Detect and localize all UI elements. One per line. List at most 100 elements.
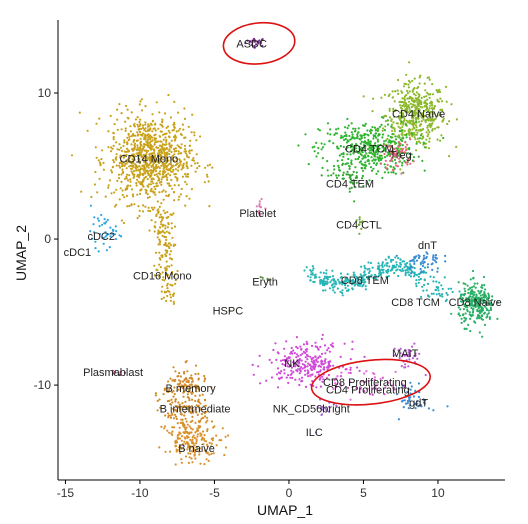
point bbox=[444, 254, 447, 257]
point bbox=[345, 141, 349, 144]
point bbox=[165, 126, 168, 129]
point bbox=[413, 111, 416, 115]
point bbox=[142, 204, 145, 207]
point bbox=[133, 145, 137, 148]
point bbox=[409, 272, 412, 275]
point bbox=[328, 405, 331, 408]
point bbox=[186, 370, 189, 373]
point bbox=[423, 105, 426, 108]
point bbox=[400, 155, 403, 158]
point bbox=[131, 160, 134, 163]
point bbox=[171, 413, 174, 416]
point bbox=[327, 410, 330, 413]
point bbox=[159, 226, 162, 229]
point bbox=[165, 143, 168, 146]
point bbox=[473, 291, 476, 294]
point bbox=[413, 271, 416, 274]
point bbox=[335, 174, 338, 177]
point bbox=[322, 289, 325, 292]
point bbox=[390, 268, 393, 271]
point bbox=[165, 161, 168, 165]
point bbox=[349, 366, 352, 369]
point bbox=[408, 156, 411, 159]
point bbox=[357, 131, 360, 134]
point bbox=[298, 362, 301, 365]
point bbox=[401, 144, 404, 147]
point bbox=[168, 153, 171, 156]
point bbox=[332, 286, 335, 289]
point bbox=[481, 335, 484, 338]
point bbox=[298, 383, 301, 387]
point bbox=[373, 153, 376, 156]
point bbox=[417, 155, 420, 158]
point bbox=[194, 162, 197, 165]
point bbox=[332, 387, 335, 391]
point bbox=[169, 416, 173, 419]
point bbox=[353, 130, 357, 133]
point bbox=[354, 144, 357, 148]
point bbox=[481, 318, 484, 321]
point bbox=[349, 181, 352, 184]
point bbox=[367, 138, 370, 142]
point bbox=[426, 294, 430, 297]
point bbox=[156, 140, 160, 143]
point bbox=[285, 376, 288, 379]
point bbox=[324, 352, 327, 355]
point bbox=[393, 271, 396, 275]
point bbox=[144, 135, 147, 138]
point bbox=[253, 46, 256, 49]
point bbox=[193, 134, 196, 137]
point bbox=[180, 439, 183, 442]
point bbox=[169, 377, 172, 380]
point bbox=[289, 352, 292, 355]
point bbox=[194, 372, 197, 376]
point bbox=[398, 356, 401, 360]
point bbox=[400, 90, 403, 93]
point bbox=[283, 347, 286, 350]
point bbox=[434, 117, 437, 120]
point bbox=[358, 232, 361, 235]
point bbox=[331, 275, 335, 278]
point bbox=[200, 417, 203, 420]
point bbox=[206, 428, 209, 431]
point bbox=[367, 379, 370, 382]
point bbox=[350, 163, 353, 166]
point bbox=[149, 152, 152, 155]
point bbox=[483, 296, 486, 299]
point bbox=[98, 225, 101, 228]
point bbox=[160, 231, 163, 234]
point bbox=[423, 279, 426, 282]
point bbox=[312, 267, 315, 270]
point bbox=[136, 144, 139, 147]
point bbox=[188, 406, 191, 409]
point bbox=[130, 111, 133, 114]
point bbox=[147, 172, 150, 175]
point bbox=[382, 144, 385, 147]
point bbox=[99, 164, 102, 167]
point bbox=[168, 136, 171, 139]
point bbox=[325, 269, 328, 272]
point bbox=[153, 185, 156, 188]
point bbox=[445, 298, 448, 301]
point bbox=[467, 323, 470, 326]
point bbox=[411, 135, 414, 138]
point bbox=[160, 178, 163, 181]
point bbox=[335, 385, 338, 388]
point bbox=[324, 407, 327, 410]
point bbox=[155, 101, 158, 104]
point bbox=[478, 292, 481, 295]
point bbox=[165, 138, 168, 142]
point bbox=[118, 234, 121, 237]
point bbox=[164, 224, 167, 227]
point bbox=[340, 275, 343, 278]
point bbox=[468, 297, 471, 300]
point bbox=[320, 174, 323, 177]
point bbox=[357, 127, 360, 130]
point bbox=[408, 404, 411, 407]
point bbox=[185, 378, 188, 381]
point bbox=[426, 126, 429, 129]
point bbox=[168, 265, 171, 268]
point bbox=[167, 93, 170, 97]
point bbox=[341, 163, 344, 166]
point bbox=[157, 157, 161, 161]
